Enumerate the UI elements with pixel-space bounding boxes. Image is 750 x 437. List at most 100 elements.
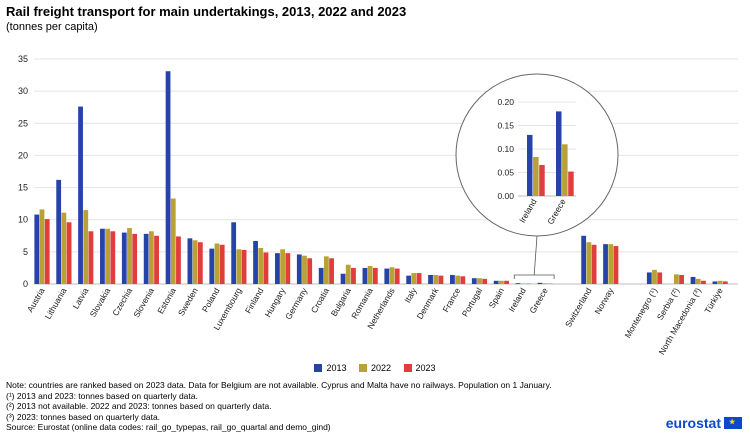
y-tick-label: 20 [18, 150, 28, 160]
bar-2013 [406, 275, 412, 284]
inset-y-tick-label: 0.10 [497, 144, 514, 154]
y-tick-label: 30 [18, 86, 28, 96]
x-tick-label: Czechia [110, 286, 134, 318]
note-line: (³) 2023: tonnes based on quarterly data… [6, 411, 161, 422]
bar-2022 [214, 243, 220, 284]
bar-2023 [110, 231, 116, 284]
inset-bar-2022 [533, 156, 539, 196]
inset-y-tick-label: 0.15 [497, 121, 514, 131]
bar-2023 [219, 244, 225, 284]
bar-2022 [433, 275, 439, 284]
bar-2023 [679, 275, 684, 284]
x-tick-label: Ireland [506, 286, 528, 314]
inset-bar-2023 [568, 171, 574, 196]
callout-bracket [513, 274, 555, 279]
x-tick-label: Slovakia [88, 286, 113, 319]
bar-2013 [121, 232, 127, 284]
bar-2013 [493, 280, 499, 284]
y-tick-label: 35 [18, 54, 28, 64]
bar-2023 [307, 258, 313, 284]
bar-2023 [394, 268, 400, 284]
bar-2013 [712, 281, 718, 284]
bar-2013 [340, 273, 346, 284]
bar-2013 [450, 275, 455, 284]
x-tick-label: Montenegro (¹) [622, 286, 659, 340]
bar-2023 [66, 222, 72, 284]
x-tick-label: Sweden [176, 286, 200, 318]
legend-swatch [403, 364, 412, 372]
x-tick-label: Germany [283, 285, 310, 321]
bar-2013 [275, 253, 280, 284]
chart-title: Rail freight transport for main undertak… [6, 4, 407, 19]
x-tick-label: Spain [487, 286, 507, 310]
legend-label: 2022 [370, 363, 392, 373]
bar-2022 [367, 266, 373, 284]
y-tick-label: 25 [18, 118, 28, 128]
bar-2013 [690, 276, 696, 284]
legend-item-2013: 2013 [314, 363, 346, 373]
x-tick-label: Greece [527, 286, 550, 315]
x-tick-label: Switzerland [563, 286, 594, 329]
bar-2023 [657, 272, 663, 284]
x-tick-label: France [440, 286, 462, 314]
inset-y-tick-label: 0.05 [497, 168, 514, 178]
bar-2023 [197, 242, 203, 284]
bar-2013 [34, 214, 40, 284]
bar-2023 [722, 281, 728, 284]
bar-2023 [613, 246, 619, 284]
x-tick-label: Austria [25, 286, 47, 314]
bar-2023 [132, 233, 138, 284]
bar-2013 [187, 238, 193, 284]
x-tick-label: Türkiye [702, 286, 725, 315]
bar-2022 [498, 280, 504, 284]
bar-2013 [253, 240, 258, 284]
legend-swatch [358, 364, 367, 372]
bar-2013 [537, 282, 543, 284]
bar-2022 [302, 255, 307, 284]
bar-2022 [236, 249, 242, 284]
eurostat-logo: eurostat [666, 415, 742, 431]
bar-2013 [56, 179, 62, 284]
bar-2023 [154, 235, 159, 284]
bar-2022 [542, 283, 548, 284]
x-tick-label: Portugal [460, 286, 485, 319]
bar-2022 [345, 264, 351, 284]
bar-2013 [318, 267, 324, 284]
bar-2022 [586, 242, 592, 284]
bar-2013 [581, 235, 587, 284]
bar-2013 [78, 106, 83, 284]
inset-bar-2013 [556, 111, 562, 196]
legend-label: 2023 [415, 363, 436, 373]
logo-text: eurostat [665, 415, 721, 431]
bar-2013 [384, 268, 390, 284]
x-tick-label: Croatia [309, 286, 331, 315]
bar-2022 [695, 278, 701, 284]
bar-2022 [39, 209, 45, 284]
bar-2022 [148, 231, 154, 284]
legend-item-2022: 2022 [358, 363, 392, 373]
y-tick-label: 15 [18, 183, 28, 193]
bar-2022 [389, 267, 395, 284]
y-tick-label: 0 [23, 279, 28, 289]
bar-2013 [143, 233, 149, 284]
bar-2022 [455, 275, 461, 284]
inset-y-tick-label: 0.00 [497, 191, 514, 201]
bar-2023 [372, 267, 378, 284]
bar-2023 [416, 273, 422, 284]
callout-connector [533, 235, 538, 276]
bar-2022 [520, 283, 526, 284]
legend-item-2023: 2023 [403, 363, 436, 373]
bar-2013 [515, 283, 521, 284]
bar-2022 [105, 228, 111, 284]
bar-2022 [258, 248, 264, 284]
bar-2013 [296, 254, 302, 284]
bar-2022 [83, 210, 89, 284]
bar-2013 [428, 275, 433, 284]
x-tick-label: Finland [243, 286, 266, 315]
chart-notes: Note: countries are ranked based on 2023… [6, 380, 552, 433]
x-tick-label: Estonia [155, 286, 178, 316]
bar-2013 [603, 244, 608, 284]
x-tick-label: Slovenia [131, 286, 156, 319]
bar-2013 [165, 71, 171, 284]
y-tick-label: 10 [18, 215, 28, 225]
